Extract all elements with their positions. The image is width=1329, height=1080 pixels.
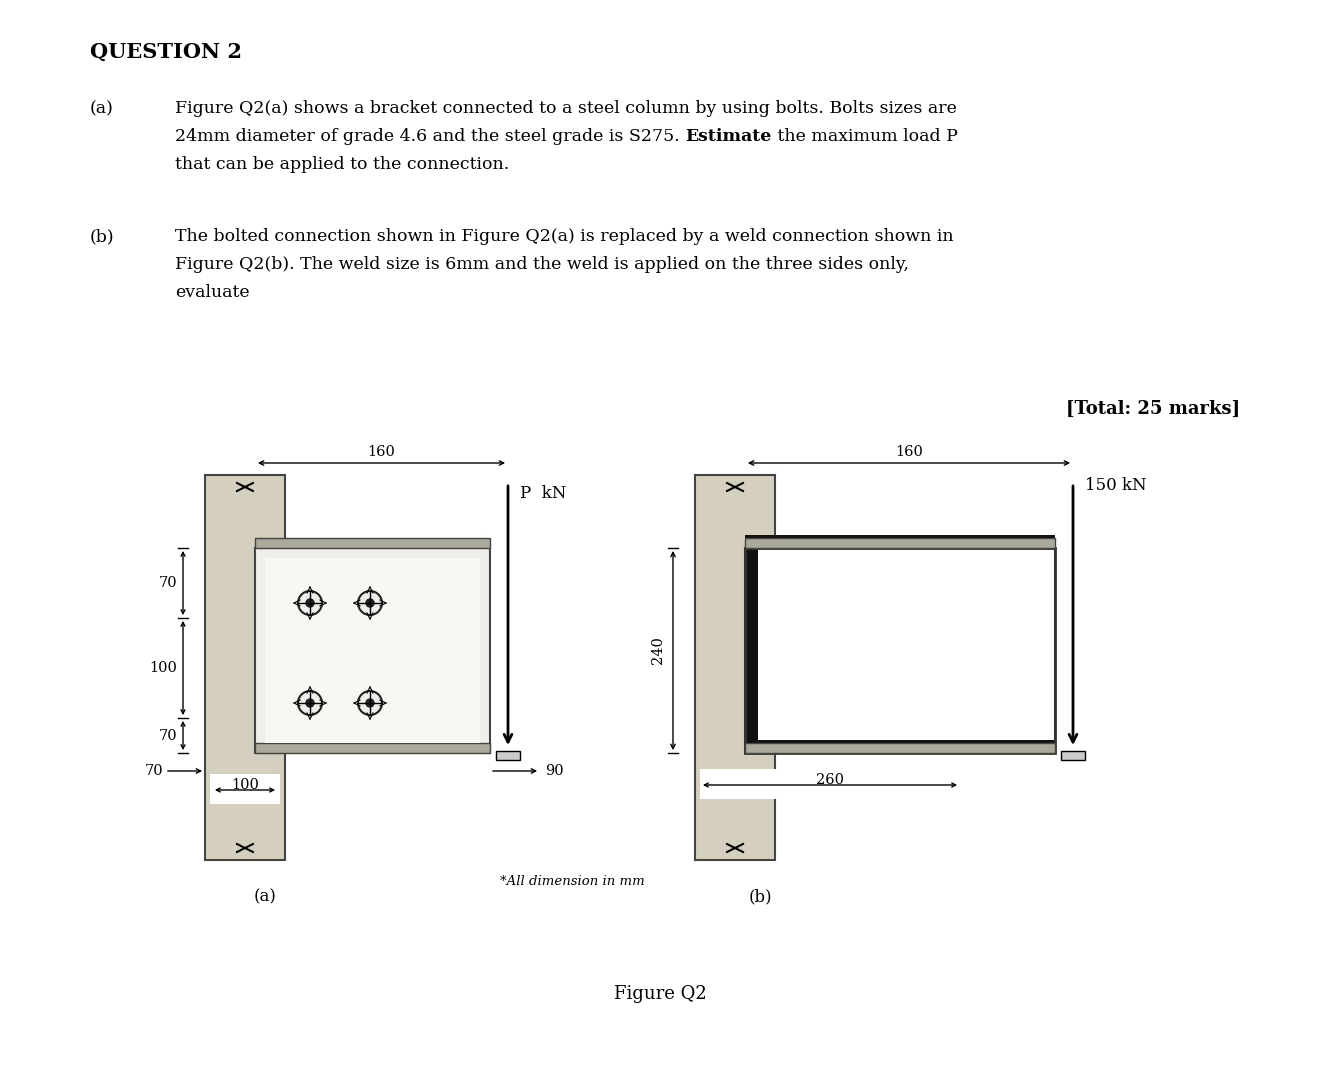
Circle shape bbox=[365, 599, 373, 607]
Bar bbox=[746, 548, 758, 753]
Text: 100: 100 bbox=[231, 778, 259, 792]
Bar bbox=[746, 548, 1055, 753]
Text: Figure Q2: Figure Q2 bbox=[614, 985, 707, 1003]
Bar bbox=[1061, 751, 1084, 760]
Text: 150 kN: 150 kN bbox=[1084, 477, 1147, 494]
Bar bbox=[264, 558, 480, 743]
Circle shape bbox=[358, 591, 381, 615]
Bar bbox=[496, 751, 520, 760]
Bar bbox=[255, 743, 490, 753]
Text: (a): (a) bbox=[90, 100, 114, 117]
Text: 24mm diameter of grade 4.6 and the steel grade is S275.: 24mm diameter of grade 4.6 and the steel… bbox=[175, 129, 686, 145]
Bar bbox=[210, 774, 280, 804]
Text: Estimate: Estimate bbox=[686, 129, 772, 145]
Bar bbox=[746, 743, 1055, 753]
Text: 70: 70 bbox=[158, 729, 177, 743]
Text: 160: 160 bbox=[368, 445, 396, 459]
Text: (b): (b) bbox=[90, 228, 114, 245]
Text: 90: 90 bbox=[545, 764, 563, 778]
Text: (b): (b) bbox=[748, 888, 772, 905]
Bar bbox=[695, 475, 775, 860]
Text: that can be applied to the connection.: that can be applied to the connection. bbox=[175, 156, 509, 173]
Text: 260: 260 bbox=[816, 773, 844, 787]
Text: 240: 240 bbox=[651, 636, 664, 664]
Bar bbox=[205, 475, 284, 860]
Text: QUESTION 2: QUESTION 2 bbox=[90, 42, 242, 62]
Text: Figure Q2(a) shows a bracket connected to a steel column by using bolts. Bolts s: Figure Q2(a) shows a bracket connected t… bbox=[175, 100, 957, 117]
Text: 70: 70 bbox=[158, 576, 177, 590]
Circle shape bbox=[306, 599, 314, 607]
Circle shape bbox=[358, 691, 381, 715]
Text: 70: 70 bbox=[145, 764, 163, 778]
Bar bbox=[746, 538, 1055, 548]
Circle shape bbox=[298, 691, 322, 715]
Text: 160: 160 bbox=[894, 445, 922, 459]
Bar bbox=[746, 548, 1055, 753]
Bar bbox=[255, 548, 490, 753]
Text: (a): (a) bbox=[254, 888, 276, 905]
Bar bbox=[700, 769, 882, 799]
Text: evaluate: evaluate bbox=[175, 284, 250, 301]
Circle shape bbox=[306, 699, 314, 707]
Text: [Total: 25 marks]: [Total: 25 marks] bbox=[1066, 400, 1240, 418]
Text: The bolted connection shown in Figure Q2(a) is replaced by a weld connection sho: The bolted connection shown in Figure Q2… bbox=[175, 228, 954, 245]
Bar bbox=[746, 740, 1055, 753]
Bar bbox=[746, 535, 1055, 548]
Text: the maximum load P: the maximum load P bbox=[772, 129, 957, 145]
Text: Figure Q2(b). The weld size is 6mm and the weld is applied on the three sides on: Figure Q2(b). The weld size is 6mm and t… bbox=[175, 256, 909, 273]
Text: P  kN: P kN bbox=[520, 485, 566, 502]
Text: 100: 100 bbox=[149, 661, 177, 675]
Circle shape bbox=[365, 699, 373, 707]
Circle shape bbox=[298, 591, 322, 615]
Text: *All dimension in mm: *All dimension in mm bbox=[500, 875, 645, 888]
Bar bbox=[255, 538, 490, 548]
